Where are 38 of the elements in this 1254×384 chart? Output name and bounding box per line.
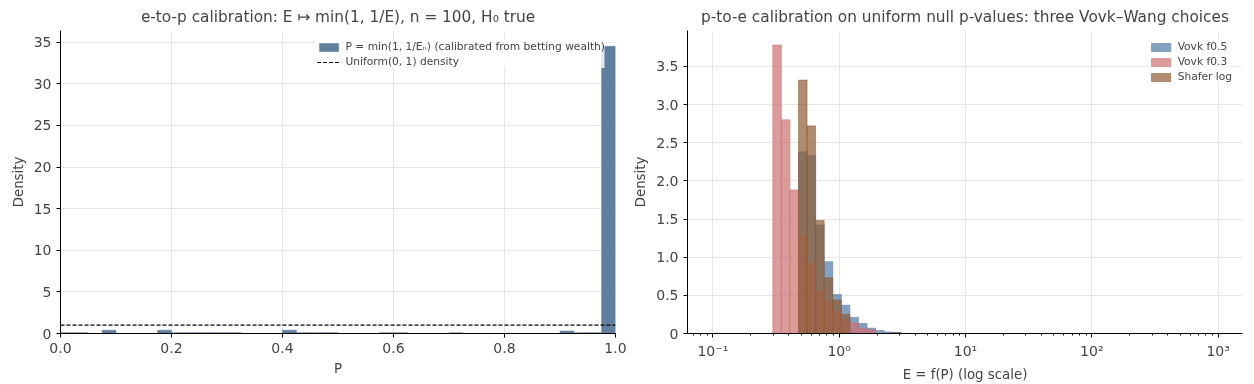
y-tick-label: 0: [669, 325, 679, 342]
y-tick-label: 10: [33, 242, 52, 259]
x-tick-label: 10⁰: [827, 342, 852, 359]
y-tick-label: 5: [42, 283, 52, 300]
legend-label: Uniform(0, 1) density: [345, 55, 460, 68]
y-axis-title: Density: [633, 156, 649, 208]
y-tick-label: 35: [33, 34, 52, 51]
legend-label: P = min(1, 1/Eₙ) (calibrated from betting wealth): [345, 40, 605, 53]
y-tick-label: 15: [33, 200, 52, 217]
y-tick-label: 0: [42, 325, 52, 342]
x-tick-label: 0.6: [382, 339, 405, 356]
x-tick-label: 10³: [1206, 342, 1230, 359]
y-tick-label: 20: [33, 159, 52, 176]
y-tick-label: 0.5: [656, 287, 679, 304]
x-axis-title: E = f(P) (log scale): [902, 366, 1028, 382]
chart-title: e-to-p calibration: E ↦ min(1, 1/E), n = 100, H₀ true: [140, 7, 536, 26]
x-tick-label: 0.0: [49, 339, 72, 356]
legend-label: Vovk f0.3: [1177, 55, 1228, 68]
y-tick-label: 2.0: [656, 172, 679, 189]
y-tick-label: 30: [33, 75, 52, 92]
legend-label: Vovk f0.5: [1177, 40, 1228, 53]
x-tick-label: 10²: [1080, 342, 1104, 359]
y-tick-label: 1.0: [656, 249, 679, 266]
y-tick-label: 3.0: [656, 96, 679, 113]
x-tick-label: 10⁻¹: [697, 342, 729, 359]
x-axis-title: P: [333, 360, 343, 376]
y-axis-title: Density: [10, 156, 26, 208]
x-tick-label: 0.4: [271, 339, 294, 356]
legend-label: Shafer log: [1177, 70, 1232, 83]
chart-title: p-to-e calibration on uniform null p-values: three Vovk–Wang choices: [701, 7, 1229, 26]
y-tick-label: 25: [33, 117, 52, 134]
y-tick-label: 2.5: [656, 134, 679, 151]
x-tick-label: 0.8: [493, 339, 516, 356]
y-tick-label: 3.5: [656, 58, 679, 75]
y-tick-label: 1.5: [656, 211, 679, 228]
x-tick-label: 0.2: [160, 339, 183, 356]
x-tick-label: 10¹: [953, 342, 978, 359]
x-tick-label: 1.0: [604, 339, 627, 356]
